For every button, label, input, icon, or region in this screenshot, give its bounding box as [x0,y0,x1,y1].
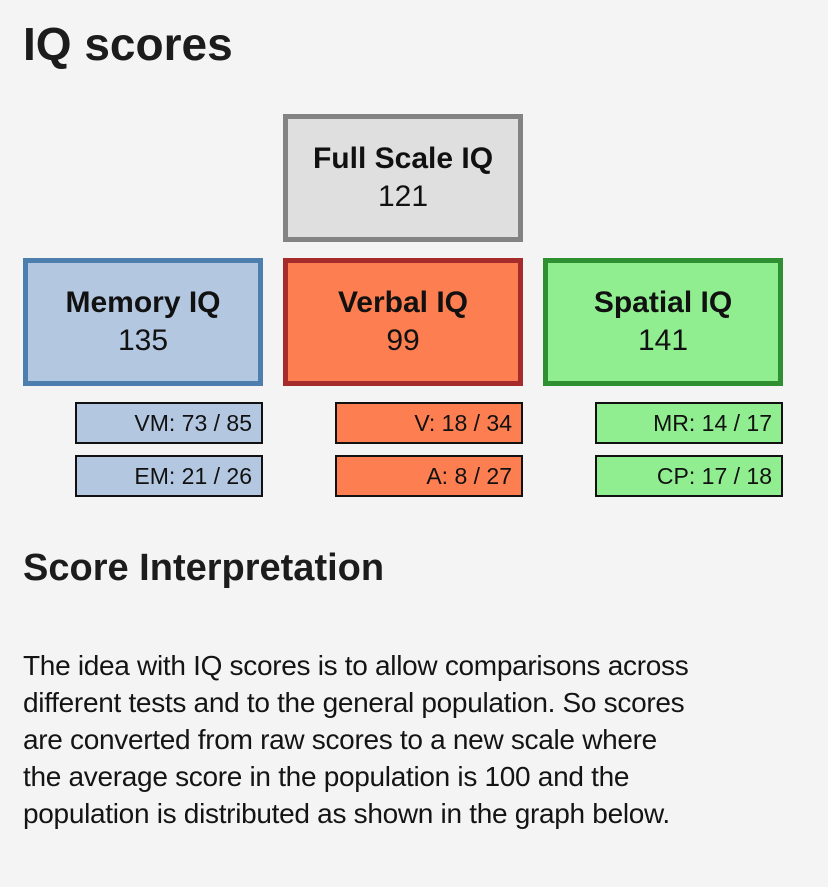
subtest-box-mr: MR: 14 / 17 [595,402,783,444]
domain-row: Memory IQ 135 Verbal IQ 99 Spatial IQ 14… [23,258,783,386]
page-title: IQ scores [23,18,233,70]
iq-score-diagram: Full Scale IQ 121 Memory IQ 135 Verbal I… [23,114,783,497]
full-scale-iq-value: 121 [377,180,429,213]
spatial-iq-value: 141 [637,324,689,357]
subtest-box-cp: CP: 17 / 18 [595,455,783,497]
spatial-iq-label: Spatial IQ [593,286,733,319]
verbal-iq-box: Verbal IQ 99 [283,258,523,386]
spatial-iq-box: Spatial IQ 141 [543,258,783,386]
verbal-iq-label: Verbal IQ [337,286,469,319]
full-scale-row: Full Scale IQ 121 [23,114,783,242]
subtest-row: VM: 73 / 85 EM: 21 / 26 V: 18 / 34 A: 8 … [23,402,783,497]
subtest-box-v: V: 18 / 34 [335,402,523,444]
verbal-subtests: V: 18 / 34 A: 8 / 27 [283,402,523,497]
memory-iq-label: Memory IQ [65,286,221,319]
memory-iq-box: Memory IQ 135 [23,258,263,386]
page-container: IQ scores Full Scale IQ 121 Memory IQ 13… [0,18,828,832]
memory-iq-value: 135 [117,324,169,357]
subtest-box-vm: VM: 73 / 85 [75,402,263,444]
full-scale-iq-box: Full Scale IQ 121 [283,114,523,242]
subtest-box-a: A: 8 / 27 [335,455,523,497]
subtest-box-em: EM: 21 / 26 [75,455,263,497]
interpretation-paragraph: The idea with IQ scores is to allow comp… [23,650,689,829]
section-title: Score Interpretation [23,547,385,589]
spatial-subtests: MR: 14 / 17 CP: 17 / 18 [543,402,783,497]
verbal-iq-value: 99 [386,324,420,357]
memory-subtests: VM: 73 / 85 EM: 21 / 26 [23,402,263,497]
full-scale-iq-label: Full Scale IQ [312,142,494,175]
